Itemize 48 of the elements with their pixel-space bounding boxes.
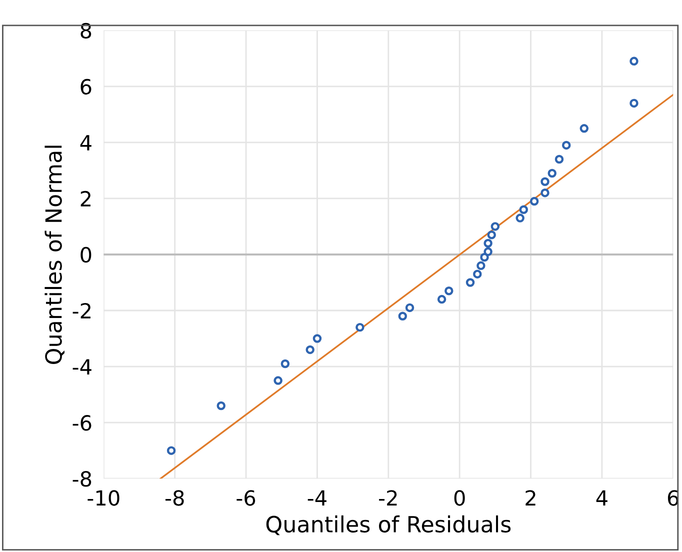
point [516, 214, 524, 222]
point [480, 252, 489, 262]
y-tick-label: 2 [80, 190, 90, 206]
point [356, 322, 364, 332]
point [166, 446, 176, 455]
point [216, 401, 226, 410]
x-tick-label: -4 [308, 490, 326, 506]
point [519, 205, 528, 214]
x-tick-label: -10 [88, 490, 120, 506]
point [580, 124, 589, 133]
y-tick-label: 6 [80, 78, 92, 95]
point [540, 177, 550, 186]
point [630, 56, 638, 66]
point [487, 230, 496, 240]
x-tick-label: 2 [526, 490, 536, 506]
point [466, 278, 475, 287]
point [444, 286, 454, 296]
point [484, 247, 492, 256]
y-tick-label: -6 [72, 415, 92, 431]
y-tick-label: 0 [80, 246, 92, 263]
point [554, 154, 564, 164]
x-tick-label: 4 [596, 490, 608, 506]
y-tick-label: -4 [72, 359, 92, 374]
point [280, 359, 290, 368]
point [437, 294, 446, 304]
y-axis-title: Quantiles of Normal [44, 146, 64, 364]
point [562, 140, 571, 150]
point [490, 222, 500, 231]
x-tick-label: -8 [165, 490, 184, 506]
point [530, 196, 539, 206]
x-tick-label: -6 [236, 490, 256, 506]
point [274, 376, 282, 385]
point [484, 238, 492, 248]
point [398, 312, 408, 320]
point [473, 270, 482, 278]
point [306, 345, 314, 354]
x-tick-label: -2 [379, 490, 397, 506]
point [405, 303, 414, 312]
point [630, 98, 638, 108]
point [312, 334, 322, 343]
y-tick-label: -2 [72, 302, 90, 318]
x-tick-label: 0 [454, 490, 465, 506]
y-tick-label: -8 [72, 471, 92, 487]
point [540, 188, 550, 198]
x-axis-title: Quantiles of Residuals [266, 515, 511, 536]
y-tick-label: 4 [80, 135, 92, 150]
point [548, 168, 556, 178]
point [476, 261, 486, 270]
